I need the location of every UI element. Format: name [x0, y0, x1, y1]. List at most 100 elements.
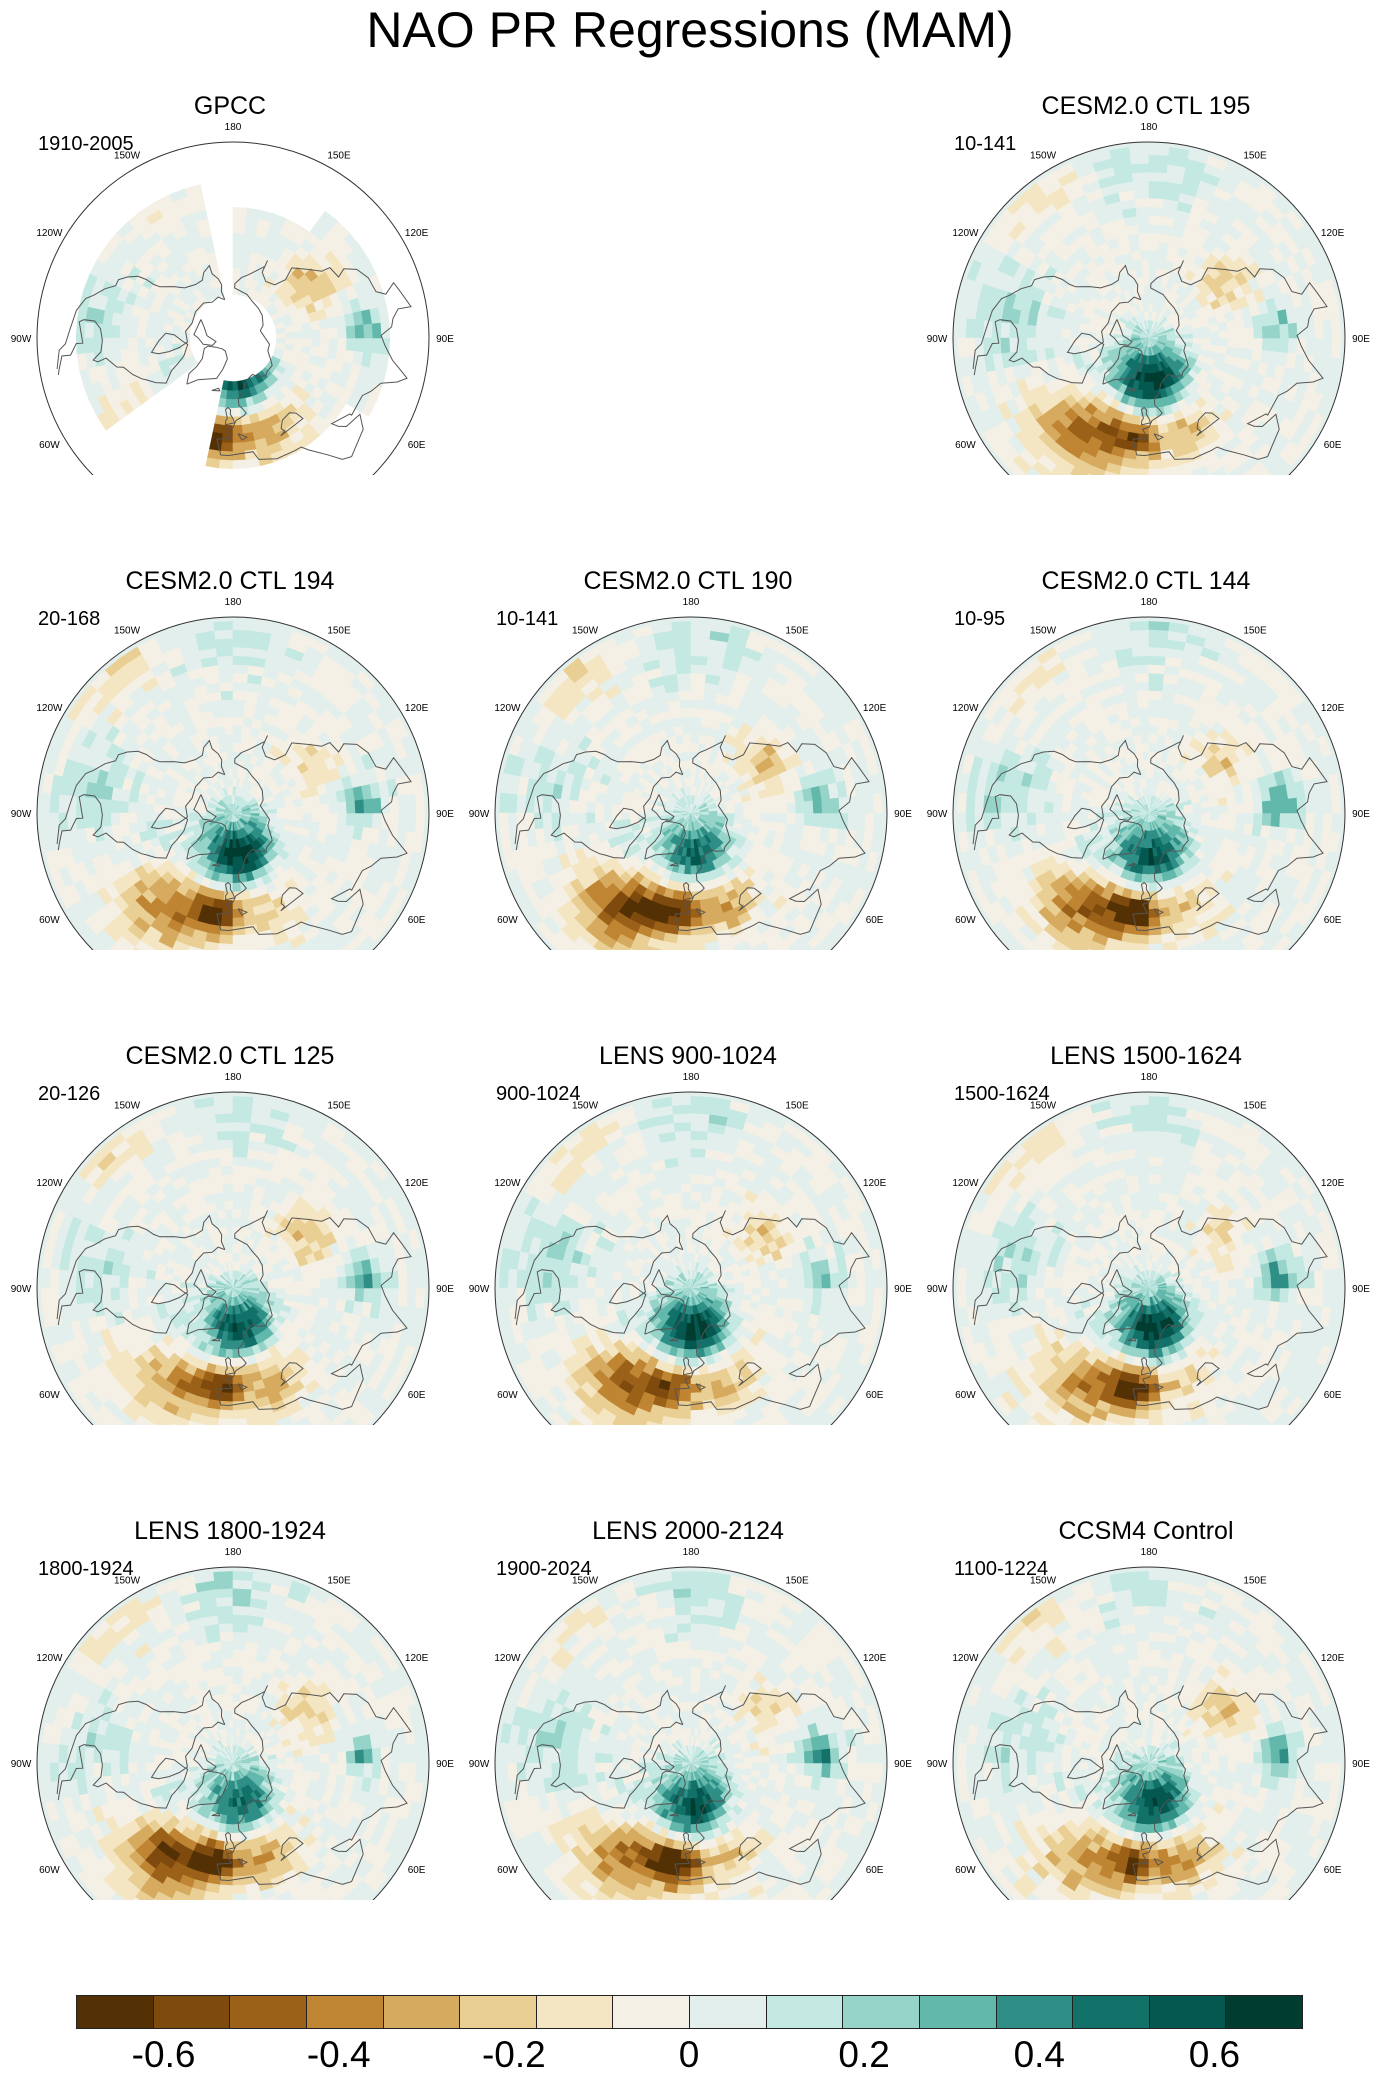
longitude-label: 60E [408, 440, 426, 451]
regression-cell [1144, 372, 1150, 382]
regression-cell [345, 337, 356, 352]
regression-cell [414, 812, 425, 834]
regression-cell [603, 803, 614, 814]
regression-cell [301, 804, 312, 814]
regression-cell [362, 812, 373, 828]
regression-cell [595, 792, 607, 805]
regression-cell [275, 337, 286, 344]
coastline [972, 264, 1142, 370]
regression-cell [1148, 146, 1170, 157]
longitude-label: 120W [494, 703, 521, 714]
regression-cell [872, 812, 883, 834]
regression-cell [690, 803, 693, 814]
longitude-label: 150W [114, 625, 141, 636]
regression-cell [240, 251, 252, 262]
regression-cell [1131, 172, 1150, 183]
regression-cell [699, 717, 712, 729]
coastline [280, 887, 304, 912]
coastline [237, 433, 249, 441]
regression-cell [676, 933, 692, 945]
regression-cell [1134, 467, 1150, 475]
regression-cell [232, 233, 245, 244]
regression-cell [638, 807, 649, 814]
regression-cell [232, 424, 244, 435]
regression-cell [1052, 327, 1063, 339]
map-panel: CESM2.0 CTL 14410-95180150E120E90E60E30E… [916, 475, 1376, 950]
panel-period: 20-168 [38, 608, 101, 630]
regression-cell [957, 317, 968, 339]
coastline [186, 345, 228, 385]
regression-cell [388, 795, 399, 814]
regression-cell [673, 647, 692, 658]
regression-cell [1136, 441, 1150, 452]
regression-cell [1136, 224, 1150, 235]
regression-cell [232, 458, 248, 470]
regression-cell [1061, 328, 1072, 339]
regression-cell [690, 673, 706, 684]
regression-cell [1017, 323, 1029, 339]
regression-cell [1130, 414, 1142, 425]
regression-cell [187, 359, 199, 370]
regression-cell [683, 873, 692, 884]
regression-cell [232, 673, 248, 684]
coastline [695, 908, 707, 916]
longitude-label: 90W [11, 809, 32, 820]
regression-cell [768, 803, 779, 814]
regression-cell [216, 405, 227, 417]
regression-cell [674, 880, 685, 892]
polar-map: 180150E120E90E60E30E030W60W90W120W150W [469, 597, 912, 950]
regression-cell [542, 797, 553, 814]
regression-cell [1156, 251, 1168, 262]
regression-cell [679, 708, 692, 719]
regression-cell [683, 742, 692, 753]
regression-cell [785, 801, 796, 814]
regression-cell [145, 337, 156, 348]
regression-cell [690, 899, 702, 910]
regression-cell [1000, 337, 1011, 354]
regression-cell [559, 812, 571, 828]
regression-cell [1128, 621, 1150, 632]
regression-cell [101, 323, 113, 339]
regression-cell [1148, 655, 1166, 667]
longitude-label: 90W [11, 334, 32, 345]
regression-cell [292, 344, 303, 353]
regression-cell [128, 801, 139, 814]
regression-cell [1148, 467, 1164, 475]
regression-cell [146, 794, 157, 806]
regression-cell [110, 812, 121, 827]
regression-cell [221, 708, 234, 719]
regression-cell [180, 807, 191, 814]
regression-cell [1148, 406, 1158, 417]
regression-cell [110, 942, 132, 950]
regression-cell [223, 725, 234, 736]
regression-cell [1140, 259, 1150, 270]
regression-cell [229, 838, 234, 849]
regression-cell [1217, 329, 1228, 339]
regression-cell [568, 812, 579, 827]
regression-cell [794, 812, 805, 826]
regression-cell [1148, 259, 1158, 270]
regression-cell [232, 881, 242, 892]
regression-cell [310, 337, 321, 348]
regression-cell [1287, 337, 1298, 354]
regression-cell [612, 796, 624, 807]
regression-cell [965, 318, 977, 339]
regression-cell [846, 812, 857, 831]
longitude-label: 60E [408, 915, 426, 926]
regression-cell [1141, 267, 1150, 278]
regression-cell [136, 802, 147, 814]
regression-cell [353, 323, 365, 339]
regression-cell [275, 812, 286, 819]
regression-cell [1026, 942, 1048, 950]
regression-cell [232, 760, 239, 771]
regression-cell [371, 812, 382, 829]
regression-cell [310, 803, 321, 814]
regression-cell [218, 397, 227, 408]
regression-cell [1142, 389, 1150, 400]
regression-cell [239, 734, 250, 746]
regression-cell [1130, 163, 1150, 174]
regression-cell [1226, 337, 1237, 348]
longitude-label: 60E [1324, 440, 1342, 451]
regression-cell [794, 800, 805, 814]
regression-cell [353, 337, 365, 353]
